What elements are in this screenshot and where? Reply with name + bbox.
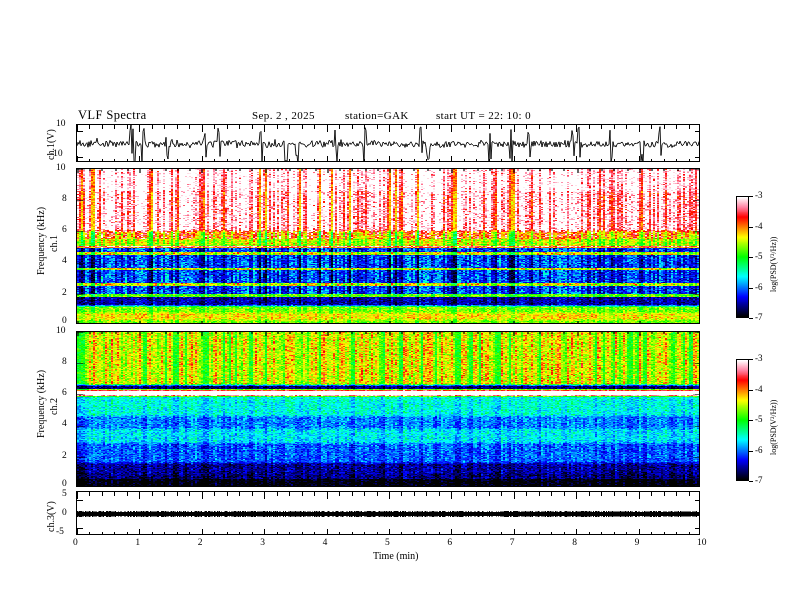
colorbar-ch2-tickmark-2 xyxy=(749,420,753,421)
colorbar-ch1-tickmark-4 xyxy=(749,318,753,319)
ch2-spectrogram-ylabel-channel: ch.2 xyxy=(49,398,60,415)
figure-date: Sep. 2 , 2025 xyxy=(252,110,315,122)
colorbar-ch2-tick-4: -7 xyxy=(755,475,763,485)
x-axis-tick-4: 4 xyxy=(322,538,328,548)
colorbar-ch1-tickmark-2 xyxy=(749,257,753,258)
ch3-waveform-panel xyxy=(76,491,700,535)
ch3-waveform-ytick-neg5: -5 xyxy=(56,527,64,537)
figure-station: station=GAK xyxy=(345,110,409,122)
colorbar-ch2-tickmark-1 xyxy=(749,389,753,391)
x-axis-tick-7: 7 xyxy=(509,538,515,548)
colorbar-ch1-tick-2: -5 xyxy=(755,251,763,261)
x-axis-tick-10: 10 xyxy=(697,538,707,548)
x-axis-tick-2: 2 xyxy=(197,538,203,548)
ch1-spectrogram-panel xyxy=(76,168,700,324)
colorbar-ch2-tick-0: -3 xyxy=(755,353,763,363)
ch1-spectrogram-ylabel-channel: ch.1 xyxy=(49,235,60,252)
colorbar-ch1-tick-1: -4 xyxy=(755,220,763,231)
x-axis-tick-0: 0 xyxy=(73,538,78,548)
ch2-spectrogram-ytick-4: 4 xyxy=(62,419,67,429)
colorbar-ch1 xyxy=(736,196,749,318)
colorbar-ch1-label: log(PSD(V²/Hz)) xyxy=(769,236,778,292)
colorbar-ch2-tick-2: -5 xyxy=(755,414,763,424)
x-axis-tick-8: 8 xyxy=(572,538,577,548)
ch2-spectrogram-ylabel-frequency: Frequency (kHz) xyxy=(36,369,47,438)
colorbar-ch1-tick-0: -3 xyxy=(755,190,763,200)
figure-start-ut: start UT = 22: 10: 0 xyxy=(436,110,531,122)
colorbar-ch2-tick-3: -6 xyxy=(755,444,763,455)
x-axis-label: Time (min) xyxy=(373,551,419,562)
ch3-waveform-ytick-5: 5 xyxy=(62,489,67,499)
colorbar-ch1-tick-4: -7 xyxy=(755,312,763,322)
ch2-spectrogram-ytick-2: 2 xyxy=(62,451,67,461)
ch1-waveform-ytick-0: 10 xyxy=(56,119,66,129)
x-axis-tick-9: 9 xyxy=(634,538,640,548)
colorbar-ch1-tick-3: -6 xyxy=(755,281,763,292)
ch2-spectrogram-ytick-6: 6 xyxy=(62,388,67,398)
colorbar-ch1-tickmark-0 xyxy=(749,196,753,197)
ch2-spectrogram-ytick-8: 8 xyxy=(62,357,67,367)
x-axis-tick-3: 3 xyxy=(260,538,265,548)
colorbar-ch1-tickmark-3 xyxy=(749,287,753,289)
figure-title: VLF Spectra xyxy=(78,108,147,122)
ch2-spectrogram-ytick-10: 10 xyxy=(56,326,66,336)
ch2-spectrogram-panel xyxy=(76,331,700,487)
ch3-waveform-ytick-0: 0 xyxy=(62,508,67,518)
colorbar-ch2-tickmark-0 xyxy=(749,359,753,360)
ch1-spectrogram-ytick-8: 8 xyxy=(62,194,67,204)
colorbar-ch2-tick-1: -4 xyxy=(755,383,763,394)
colorbar-ch2-tickmark-3 xyxy=(749,450,753,452)
colorbar-ch1-tickmark-1 xyxy=(749,226,753,228)
ch1-spectrogram-ytick-6: 6 xyxy=(62,225,67,235)
ch2-spectrogram-ytick-0: 0 xyxy=(62,479,67,489)
colorbar-ch2-tickmark-4 xyxy=(749,481,753,482)
ch1-spectrogram-ytick-4: 4 xyxy=(62,256,67,266)
x-axis-tick-1: 1 xyxy=(135,538,141,548)
x-axis-tick-6: 6 xyxy=(447,538,453,548)
ch1-spectrogram-ytick-0: 0 xyxy=(62,316,67,326)
ch1-waveform-panel xyxy=(76,124,700,162)
ch1-spectrogram-ytick-10: 10 xyxy=(56,163,66,173)
ch1-spectrogram-ylabel-frequency: Frequency (kHz) xyxy=(36,206,47,275)
ch1-waveform-ytick-1: -10 xyxy=(50,149,63,159)
x-axis-tick-5: 5 xyxy=(385,538,390,548)
ch1-spectrogram-ytick-2: 2 xyxy=(62,288,67,298)
colorbar-ch2-label: log(PSD(V²/Hz)) xyxy=(769,399,778,455)
colorbar-ch2 xyxy=(736,359,749,481)
